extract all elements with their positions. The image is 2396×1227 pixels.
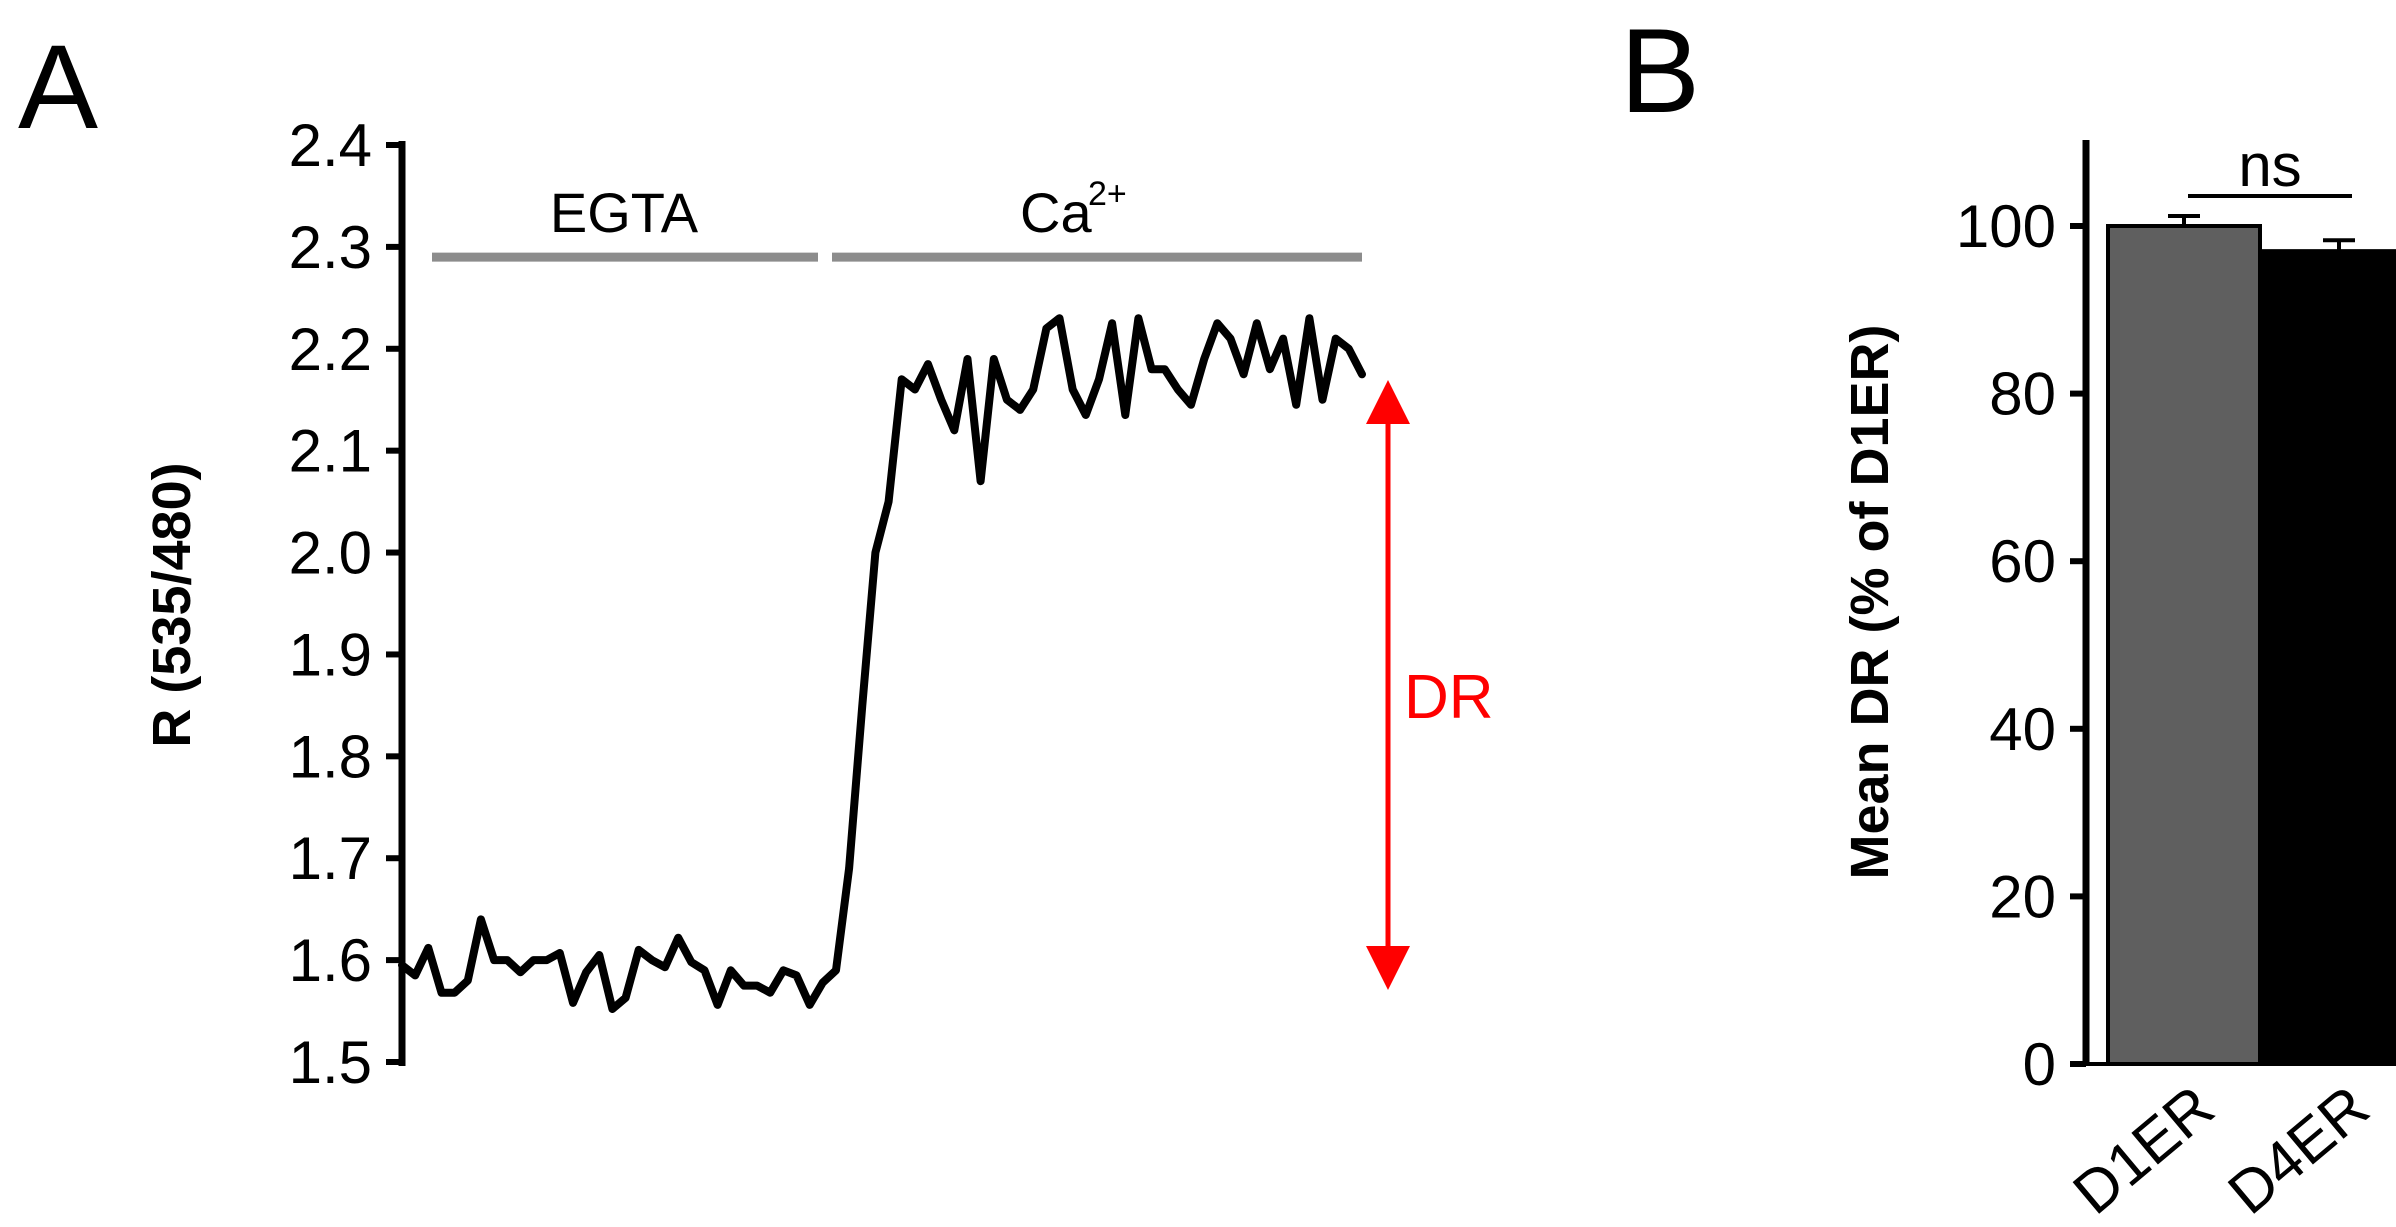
- panel-a-chart: 1.5 1.6 1.7 1.8 1.9 2.0 2.1 2.2 2.3 2.4 R (535/480…: [142, 112, 1494, 1096]
- y-tick-label: 2.0: [289, 520, 372, 587]
- y-axis-title: R (535/480): [142, 462, 202, 747]
- y-tick-label: 2.2: [289, 316, 372, 383]
- calcium-superscript: 2+: [1088, 175, 1127, 213]
- bar-d1er: [2106, 224, 2262, 1066]
- x-tick-label: D1ER: [2061, 1073, 2227, 1227]
- y-tick-label: 80: [1989, 361, 2056, 428]
- significance-label: ns: [2238, 132, 2301, 199]
- x-tick-label: D4ER: [2216, 1073, 2382, 1227]
- y-tick-label: 100: [1956, 193, 2056, 260]
- y-tick-label: 1.6: [289, 927, 372, 994]
- panel-b-label: B: [1620, 4, 1700, 138]
- y-tick-label: 2.1: [289, 418, 372, 485]
- y-tick-label: 40: [1989, 696, 2056, 763]
- y-tick-label: 20: [1989, 863, 2056, 930]
- y-tick-label: 2.3: [289, 214, 372, 281]
- panel-a-label: A: [18, 20, 98, 154]
- dr-arrow-head-bottom: [1366, 946, 1410, 990]
- y-axis-title: Mean DR (% of D1ER): [1840, 324, 1900, 879]
- ratio-trace-line: [398, 314, 1366, 1013]
- dr-annotation: DR: [1404, 663, 1494, 732]
- y-tick-label: 1.5: [289, 1029, 372, 1096]
- dr-arrow-head-top: [1366, 380, 1410, 424]
- y-tick-label: 1.7: [289, 825, 372, 892]
- y-tick-label: 60: [1989, 528, 2056, 595]
- bar-d4er: [2261, 249, 2396, 1066]
- y-tick-label: 1.8: [289, 723, 372, 790]
- y-tick-label: 2.4: [289, 112, 372, 179]
- y-tick-label: 1.9: [289, 621, 372, 688]
- egta-label: EGTA: [550, 181, 699, 244]
- y-tick-label: 0: [2023, 1031, 2056, 1098]
- calcium-label: Ca: [1020, 181, 1092, 244]
